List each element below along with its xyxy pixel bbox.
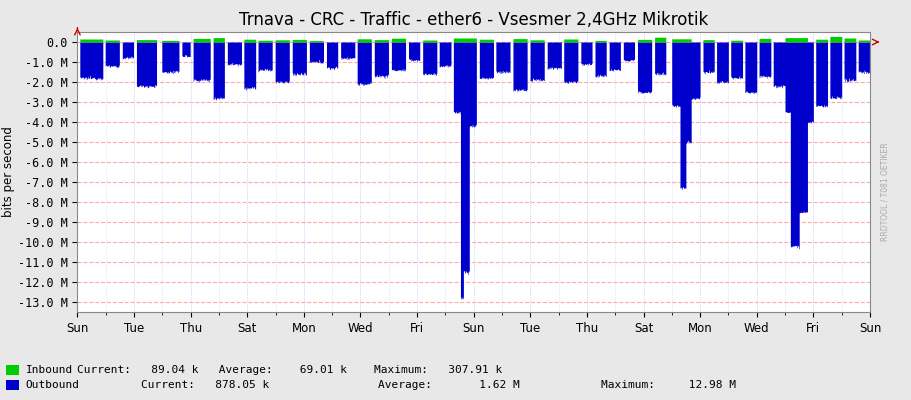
Text: Outbound: Outbound	[26, 380, 79, 390]
Title: Trnava - CRC - Traffic - ether6 - Vsesmer 2,4GHz Mikrotik: Trnava - CRC - Traffic - ether6 - Vsesme…	[239, 11, 709, 29]
Text: RRDTOOL / T081 OETIKER: RRDTOOL / T081 OETIKER	[881, 143, 890, 241]
Text: Maximum:     12.98 M: Maximum: 12.98 M	[601, 380, 736, 390]
Text: Inbound: Inbound	[26, 365, 73, 375]
Y-axis label: bits per second: bits per second	[2, 126, 15, 218]
Text: Current:   89.04 k   Average:    69.01 k    Maximum:   307.91 k: Current: 89.04 k Average: 69.01 k Maximu…	[77, 365, 503, 375]
Text: Average:       1.62 M: Average: 1.62 M	[378, 380, 520, 390]
Text: Current:   878.05 k: Current: 878.05 k	[141, 380, 270, 390]
